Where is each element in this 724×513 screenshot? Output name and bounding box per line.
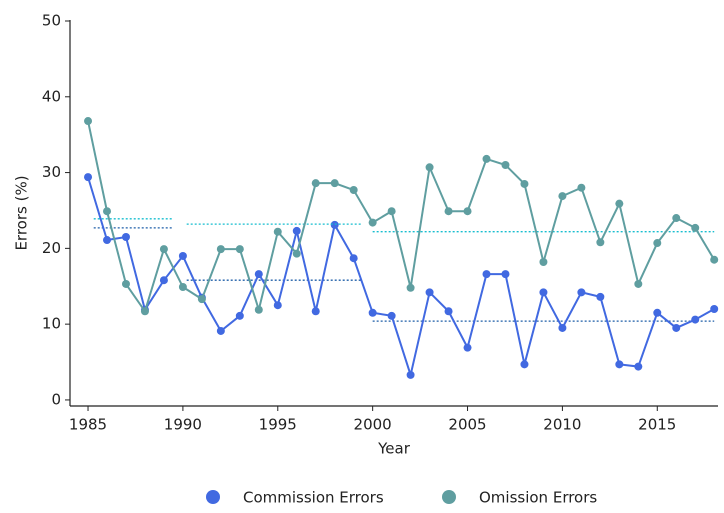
legend-label: Commission Errors [243, 489, 384, 507]
data-point [539, 288, 548, 297]
data-point [634, 279, 643, 288]
x-tick-label: 2000 [354, 416, 392, 434]
data-point [615, 199, 624, 208]
data-point [444, 207, 453, 216]
y-tick-label: 20 [42, 239, 61, 257]
data-point [103, 207, 112, 216]
data-point [520, 360, 529, 369]
data-point [178, 283, 187, 292]
x-tick-label: 2010 [543, 416, 581, 434]
series-line [87, 176, 715, 379]
data-point [216, 245, 225, 254]
data-point [691, 315, 700, 324]
data-point [577, 183, 586, 192]
data-point [387, 207, 396, 216]
y-axis-label: Errors (%) [13, 175, 31, 250]
data-point [406, 370, 415, 379]
data-point [197, 295, 206, 304]
data-point [672, 214, 681, 223]
data-point [103, 236, 112, 245]
data-point [311, 307, 320, 316]
y-tick-label: 0 [51, 390, 61, 408]
x-tick-label: 1995 [259, 416, 297, 434]
data-point [159, 245, 168, 254]
data-point [501, 160, 510, 169]
data-point [406, 283, 415, 292]
x-tick-label: 1985 [69, 416, 107, 434]
data-point [596, 292, 605, 301]
y-tick-label: 10 [42, 315, 61, 333]
data-point [292, 226, 301, 235]
data-point [235, 311, 244, 320]
data-point [653, 308, 662, 317]
data-point [596, 238, 605, 247]
legend-label: Omission Errors [479, 489, 597, 507]
data-point [330, 179, 339, 188]
data-point [482, 154, 491, 163]
data-point [330, 220, 339, 229]
data-point [349, 254, 358, 263]
data-point [558, 323, 567, 332]
data-point [710, 304, 719, 313]
data-point [634, 362, 643, 371]
y-tick-label: 40 [42, 87, 61, 105]
data-point [178, 251, 187, 260]
x-tick-label: 1990 [164, 416, 202, 434]
y-tick-label: 30 [42, 163, 61, 181]
legend-marker [206, 490, 220, 504]
data-point [501, 270, 510, 279]
data-point [387, 311, 396, 320]
data-point [311, 179, 320, 188]
data-point [691, 223, 700, 232]
data-point [653, 239, 662, 248]
data-point [615, 360, 624, 369]
y-tick-label: 50 [42, 12, 61, 30]
data-point [273, 227, 282, 236]
data-point [235, 245, 244, 254]
data-point [425, 288, 434, 297]
x-axis-label: Year [377, 440, 411, 458]
series-line [87, 120, 716, 314]
data-point [140, 307, 149, 316]
data-point [121, 279, 130, 288]
data-point [482, 270, 491, 279]
data-point [710, 255, 719, 264]
data-point [425, 163, 434, 172]
data-point [292, 249, 301, 258]
data-point [159, 276, 168, 285]
data-point [254, 305, 263, 314]
data-point [463, 207, 472, 216]
data-point [121, 232, 130, 241]
data-point [216, 326, 225, 335]
data-point [254, 270, 263, 279]
data-point [444, 307, 453, 316]
data-point [368, 308, 377, 317]
x-tick-label: 2005 [448, 416, 486, 434]
data-point [368, 218, 377, 227]
data-point [273, 301, 282, 310]
data-point [84, 117, 93, 126]
data-point [577, 288, 586, 297]
data-point [520, 179, 529, 188]
data-point [463, 343, 472, 352]
x-tick-label: 2015 [638, 416, 676, 434]
data-point [539, 258, 548, 267]
data-point [349, 186, 358, 195]
data-point [672, 323, 681, 332]
data-point [84, 173, 93, 182]
legend-marker [442, 490, 456, 504]
data-point [558, 192, 567, 201]
